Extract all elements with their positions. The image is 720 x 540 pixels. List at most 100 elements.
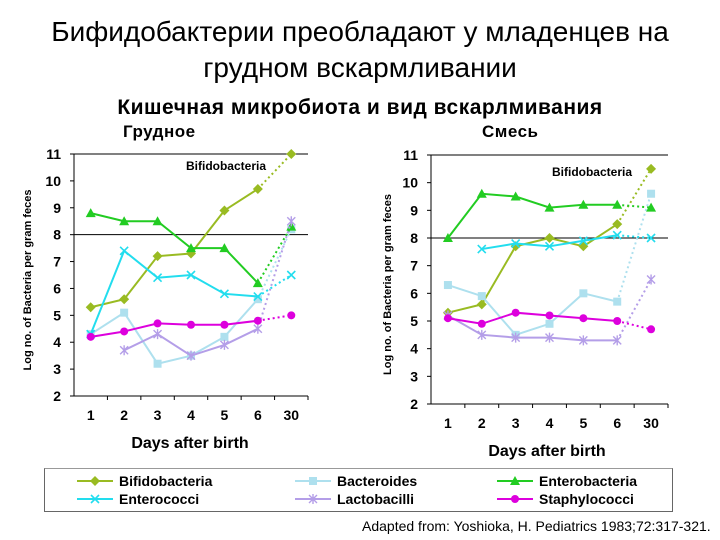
point-enterococci <box>511 238 521 249</box>
point-staphylococci <box>153 319 162 328</box>
legend-swatch-marker <box>90 494 100 504</box>
legend-swatch-marker <box>90 476 100 486</box>
point-lactobacilli <box>253 323 263 334</box>
y-tick-label: 10 <box>402 175 418 191</box>
point-bacteroides <box>220 332 229 341</box>
point-enterobacteria <box>85 208 96 218</box>
series-enterococci <box>477 230 656 254</box>
x-tick-label: 6 <box>613 415 621 431</box>
y-tick-label: 9 <box>410 202 418 218</box>
y-tick-label: 5 <box>53 307 61 323</box>
series-line-staphylococci <box>90 319 258 338</box>
point-enterobacteria <box>152 216 163 226</box>
point-enterobacteria <box>612 199 623 209</box>
y-tick-label: 5 <box>410 313 418 329</box>
x-axis-title: Days after birth <box>131 435 248 452</box>
point-bacteroides <box>545 319 554 328</box>
point-lactobacilli <box>186 350 196 361</box>
legend-label-enterococci: Enterococci <box>119 491 200 507</box>
x-tick-label: 3 <box>154 407 162 423</box>
legend-swatch-marker <box>510 476 520 485</box>
legend-item-bacteroides: Bacteroides <box>293 472 417 490</box>
point-lactobacilli <box>153 329 163 340</box>
panel-label-breastfed: Грудное <box>123 122 196 141</box>
point-staphylococci <box>253 316 262 325</box>
legend-swatch-marker <box>511 495 519 503</box>
series-dotted-enterobacteria <box>617 203 652 209</box>
series-line-bifidobacteria <box>447 223 618 314</box>
y-axis-title: Log no. of Bacteria per gram feces <box>22 190 34 371</box>
series-dotted-staphylococci <box>616 320 652 331</box>
series-enterobacteria <box>85 208 297 288</box>
point-bacteroides <box>443 281 452 290</box>
x-tick-label: 30 <box>643 415 659 431</box>
series-line-enterococci <box>89 249 258 335</box>
point-enterococci <box>477 244 487 254</box>
x-tick-label: 2 <box>478 415 486 431</box>
point-enterobacteria <box>476 188 487 198</box>
y-tick-label: 2 <box>53 388 61 404</box>
point-staphylococci <box>613 317 622 325</box>
chart-subtitle: Кишечная микробиота и вид вскарлмивания <box>117 96 603 119</box>
legend-label-enterobacteria: Enterobacteria <box>539 473 638 489</box>
series-dotted-lactobacilli <box>616 279 652 341</box>
series-dotted-bifidobacteria <box>616 168 652 225</box>
point-lactobacilli <box>646 274 656 285</box>
legend-swatch-bacteroides <box>295 477 331 485</box>
series-lactobacilli <box>443 274 656 346</box>
x-tick-label: 1 <box>444 415 452 431</box>
point-lactobacilli <box>612 335 622 346</box>
point-bifidobacteria <box>252 183 263 194</box>
series-line-bacteroides <box>90 298 259 365</box>
point-staphylococci <box>187 320 195 329</box>
point-lactobacilli <box>219 339 229 350</box>
point-bacteroides <box>153 359 162 368</box>
point-enterococci <box>153 273 163 283</box>
y-tick-label: 6 <box>410 285 418 301</box>
legend-item-bifidobacteria: Bifidobacteria <box>75 472 212 490</box>
series-line-enterobacteria <box>90 212 259 284</box>
point-lactobacilli <box>545 332 554 343</box>
point-lactobacilli <box>511 332 521 343</box>
point-bifidobacteria <box>612 219 623 230</box>
point-lactobacilli <box>286 216 296 227</box>
point-bifidobacteria <box>286 149 297 159</box>
series-dotted-bacteroides <box>616 193 653 302</box>
point-lactobacilli <box>477 329 487 340</box>
point-bifidobacteria <box>476 299 487 310</box>
y-axis-title: Log no. of Bacteria per gram feces <box>382 194 394 375</box>
y-tick-label: 9 <box>53 200 61 216</box>
point-staphylococci <box>443 314 452 323</box>
point-enterococci <box>119 246 129 256</box>
series-lactobacilli <box>119 216 296 361</box>
point-bacteroides <box>613 297 622 306</box>
point-enterococci <box>186 270 196 280</box>
point-bifidobacteria <box>85 302 96 313</box>
legend-label-bacteroides: Bacteroides <box>337 473 418 489</box>
point-bacteroides <box>120 308 129 317</box>
y-tick-label: 4 <box>53 334 61 350</box>
x-tick-label: 6 <box>254 407 262 423</box>
point-enterococci <box>219 289 229 299</box>
legend-label-bifidobacteria: Bifidobacteria <box>119 473 213 489</box>
point-lactobacilli <box>578 335 588 346</box>
x-tick-label: 5 <box>579 415 587 431</box>
series-staphylococci <box>86 311 296 341</box>
point-bacteroides <box>579 289 588 298</box>
point-enterobacteria <box>544 202 555 212</box>
y-tick-label: 3 <box>410 368 418 384</box>
point-enterobacteria <box>510 191 521 201</box>
legend-swatch-enterococci <box>77 494 113 504</box>
x-tick-label: 4 <box>187 407 195 423</box>
point-bacteroides <box>647 189 656 198</box>
legend-item-enterococci: Enterococci <box>75 490 199 508</box>
legend-item-staphylococci: Staphylococci <box>495 490 634 508</box>
point-bifidobacteria <box>119 294 130 305</box>
series-dotted-staphylococci <box>257 314 292 322</box>
legend-swatch-enterobacteria <box>497 476 533 485</box>
point-enterococci <box>578 236 588 246</box>
y-tick-label: 8 <box>53 227 61 243</box>
